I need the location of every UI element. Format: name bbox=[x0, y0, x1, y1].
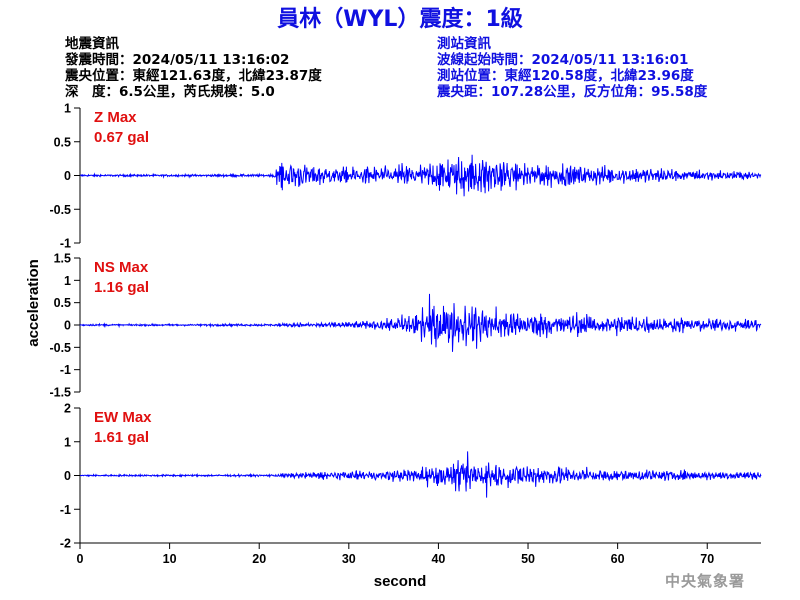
max-value: 1.61 gal bbox=[94, 429, 149, 446]
x-tick-label: 40 bbox=[431, 552, 445, 566]
quake-time: 發震時間：2024/05/11 13:16:02 bbox=[64, 51, 289, 68]
y-tick-label: -0.5 bbox=[49, 203, 71, 217]
x-tick-label: 70 bbox=[700, 552, 714, 566]
y-axis-label: acceleration bbox=[25, 259, 42, 347]
station-info-block: 測站資訊 波線起始時間：2024/05/11 13:16:01 測站位置：東經1… bbox=[436, 35, 708, 100]
panel-z: 1 0.5 0 -0.5 -1 Z Max 0.67 gal bbox=[49, 102, 762, 251]
quake-depth-magnitude: 深 度：6.5公里，芮氏規模：5.0 bbox=[65, 83, 275, 100]
max-label: NS Max bbox=[94, 259, 149, 276]
max-label: EW Max bbox=[94, 409, 152, 426]
y-tick-label: 0 bbox=[64, 319, 71, 333]
quake-info-heading: 地震資訊 bbox=[65, 35, 119, 52]
x-tick-label: 0 bbox=[77, 552, 84, 566]
y-tick-label: 1.5 bbox=[54, 252, 71, 266]
panel-ns: 1.5 1 0.5 0 -0.5 -1 -1.5 NS Max 1.16 gal bbox=[49, 252, 762, 400]
y-tick-label: -0.5 bbox=[49, 341, 71, 355]
y-tick-label: -1 bbox=[60, 237, 71, 251]
station-location: 測站位置：東經120.58度，北緯23.96度 bbox=[437, 67, 694, 84]
y-tick-label: -1 bbox=[60, 503, 71, 517]
quake-location: 震央位置：東經121.63度，北緯23.87度 bbox=[64, 67, 322, 84]
y-tick-label: 0.5 bbox=[54, 135, 71, 149]
waveform-trace-ns bbox=[79, 293, 762, 352]
max-value: 0.67 gal bbox=[94, 129, 149, 146]
max-value: 1.16 gal bbox=[94, 279, 149, 296]
y-tick-label: 0.5 bbox=[54, 296, 71, 310]
x-tick-label: 30 bbox=[342, 552, 356, 566]
max-label: Z Max bbox=[94, 109, 137, 126]
y-tick-label: 1 bbox=[64, 102, 71, 116]
y-tick-label: -1 bbox=[60, 363, 71, 377]
wave-start-time: 波線起始時間：2024/05/11 13:16:01 bbox=[437, 51, 688, 68]
station-info-heading: 測站資訊 bbox=[437, 35, 491, 52]
x-tick-label: 20 bbox=[252, 552, 266, 566]
x-axis: 0 10 20 30 40 50 60 70 bbox=[77, 542, 761, 566]
waveform-trace-ew bbox=[80, 451, 762, 498]
panel-ew: 2 1 0 -1 -2 EW Max 1.61 gal bbox=[60, 402, 762, 551]
waveform-trace-z bbox=[79, 154, 762, 197]
x-tick-label: 50 bbox=[521, 552, 535, 566]
epicentral-distance: 震央距：107.28公里，反方位角：95.58度 bbox=[436, 83, 708, 100]
y-tick-label: -2 bbox=[60, 537, 71, 551]
chart-title: 員林（WYL）震度：1級 bbox=[276, 6, 523, 32]
quake-info-block: 地震資訊 發震時間：2024/05/11 13:16:02 震央位置：東經121… bbox=[64, 35, 322, 100]
y-tick-label: 0 bbox=[64, 169, 71, 183]
x-tick-label: 10 bbox=[163, 552, 177, 566]
y-tick-label: -1.5 bbox=[49, 386, 71, 400]
y-tick-label: 1 bbox=[64, 435, 71, 449]
agency-name: 中央氣象署 bbox=[665, 572, 745, 590]
y-tick-label: 0 bbox=[64, 469, 71, 483]
trace-panels: 1 0.5 0 -0.5 -1 Z Max 0.67 gal 1.5 1 0.5 0 -0.5 -1 -1… bbox=[49, 102, 762, 551]
x-axis-label: second bbox=[374, 573, 427, 590]
x-tick-label: 60 bbox=[611, 552, 625, 566]
y-tick-label: 1 bbox=[64, 274, 71, 288]
y-tick-label: 2 bbox=[64, 402, 71, 416]
